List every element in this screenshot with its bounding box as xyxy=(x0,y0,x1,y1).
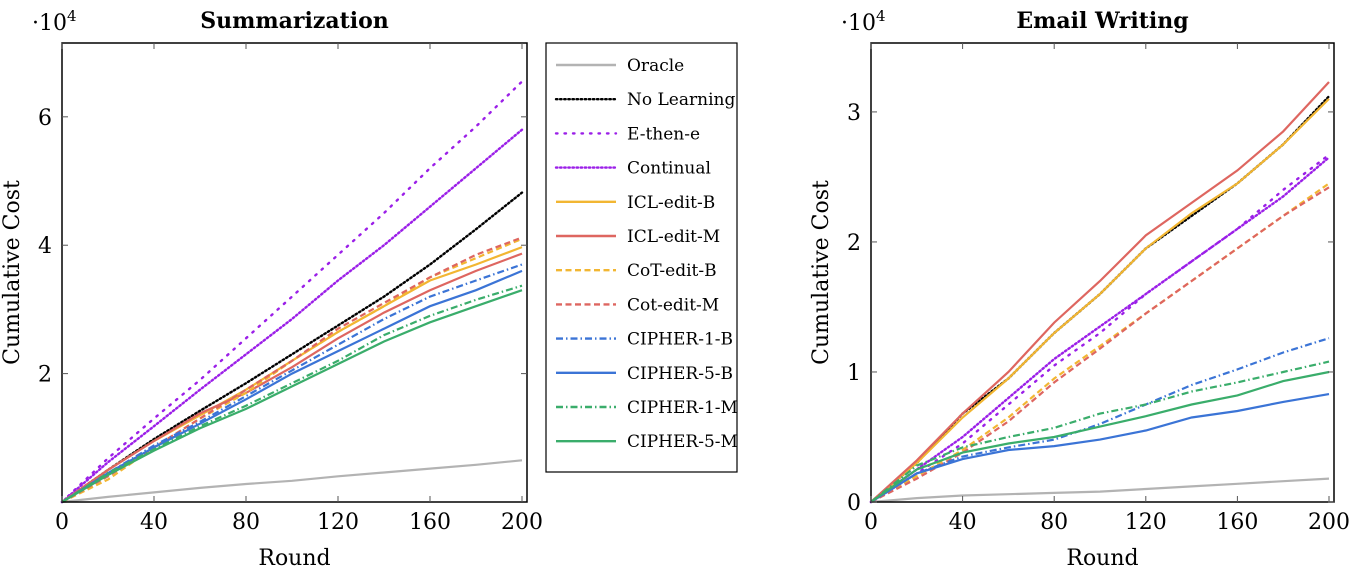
y-tick-label: 2 xyxy=(847,231,861,256)
plot-frame xyxy=(61,42,528,503)
y-tick-label: 2 xyxy=(38,363,52,388)
y-tick-label: 4 xyxy=(38,234,52,259)
series-line-cipher-5-m xyxy=(61,289,523,503)
legend-item: CIPHER-1-M xyxy=(556,398,738,418)
series-line-no-learning xyxy=(60,191,524,504)
x-axis-label: Round xyxy=(1066,546,1138,571)
legend-item: CIPHER-5-M xyxy=(556,432,738,452)
x-tick-label: 200 xyxy=(501,510,543,535)
x-tick-label: 120 xyxy=(1125,510,1167,535)
legend-item: E-then-e xyxy=(554,124,700,144)
x-tick-label: 160 xyxy=(409,510,451,535)
legend-label: CIPHER-1-M xyxy=(627,398,738,418)
series-line-cipher-5-b xyxy=(870,393,1330,503)
series-line-cipher-5-m xyxy=(870,370,1330,503)
series-line-cot-edit-m xyxy=(870,186,1330,503)
chart-title: Email Writing xyxy=(1016,8,1188,34)
y-tick-label: 0 xyxy=(847,491,861,516)
legend-item: ICL-edit-B xyxy=(556,193,715,213)
legend-label: CIPHER-1-B xyxy=(627,330,733,350)
legend-item: CIPHER-5-B xyxy=(556,364,733,384)
x-tick-label: 160 xyxy=(1216,510,1258,535)
legend-label: ICL-edit-B xyxy=(627,193,715,213)
series-line-oracle xyxy=(61,459,523,504)
plot-frame xyxy=(870,42,1335,503)
legend: Oracle No Learning E-then-e Continual ICL-ed… xyxy=(545,42,738,473)
panel-1: 0 40 80 120 160 200 0 1 2 3 Email Writing ·104 Round… xyxy=(809,7,1350,571)
legend-label: CIPHER-5-M xyxy=(627,432,738,452)
legend-item: Oracle xyxy=(556,56,684,76)
y-tick-label: 1 xyxy=(847,361,861,386)
series-line-cipher-5-b xyxy=(61,269,523,503)
y-axis-label: Cumulative Cost xyxy=(0,180,25,365)
legend-item: CoT-edit-B xyxy=(556,261,717,281)
legend-label: Cot-edit-M xyxy=(627,295,719,315)
legend-item: Cot-edit-M xyxy=(556,295,719,315)
panel-0: 0 40 80 120 160 200 2 4 6 Summarization ·104 Round C… xyxy=(0,7,543,571)
legend-box xyxy=(545,42,738,473)
series-line-oracle xyxy=(870,477,1330,504)
x-tick-label: 40 xyxy=(949,510,977,535)
series-line-continual xyxy=(869,156,1331,504)
y-tick-label: 3 xyxy=(847,101,861,126)
legend-item: ICL-edit-M xyxy=(556,227,720,247)
y-tick-label: 6 xyxy=(38,106,52,131)
legend-item: Continual xyxy=(554,159,711,179)
x-axis-label: Round xyxy=(258,546,330,571)
x-tick-label: 80 xyxy=(232,510,260,535)
legend-label: Oracle xyxy=(627,56,684,76)
series-line-cipher-1-m xyxy=(61,284,523,503)
legend-label: ICL-edit-M xyxy=(627,227,720,247)
series-line-cipher-1-b xyxy=(870,337,1330,503)
legend-label: CoT-edit-B xyxy=(627,261,717,281)
y-axis-label: Cumulative Cost xyxy=(809,180,834,365)
series-line-continual xyxy=(60,128,524,504)
series-line-e-then-e xyxy=(869,153,1331,504)
y-multiplier: ·104 xyxy=(32,7,77,36)
series-line-cipher-1-m xyxy=(870,360,1330,503)
x-tick-label: 80 xyxy=(1040,510,1068,535)
legend-label: No Learning xyxy=(627,90,735,110)
chart-title: Summarization xyxy=(200,8,389,34)
x-tick-label: 0 xyxy=(55,510,69,535)
legend-label: Continual xyxy=(627,159,711,179)
y-multiplier: ·104 xyxy=(841,7,886,36)
x-tick-label: 40 xyxy=(140,510,168,535)
legend-item: CIPHER-1-B xyxy=(556,330,733,350)
series-line-icl-edit-m xyxy=(61,252,523,503)
legend-label: E-then-e xyxy=(627,124,700,144)
series-line-icl-edit-m xyxy=(870,81,1330,503)
legend-item: No Learning xyxy=(554,90,735,110)
x-tick-label: 200 xyxy=(1308,510,1350,535)
x-tick-label: 120 xyxy=(317,510,359,535)
x-tick-label: 0 xyxy=(864,510,878,535)
series-line-icl-edit-b xyxy=(870,98,1330,503)
series-line-cipher-1-b xyxy=(61,263,523,503)
legend-label: CIPHER-5-B xyxy=(627,364,733,384)
series-line-e-then-e xyxy=(60,80,524,504)
